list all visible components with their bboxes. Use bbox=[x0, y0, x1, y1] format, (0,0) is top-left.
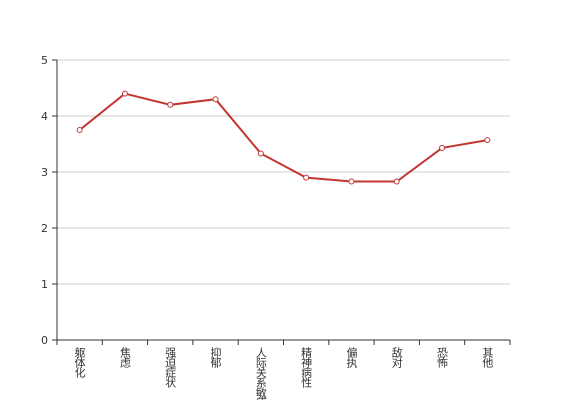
x-tick-label: 恐怖 bbox=[436, 347, 449, 368]
point bbox=[439, 144, 446, 151]
y-tick-label: 5 bbox=[41, 54, 48, 67]
x-tick-label: 偏执 bbox=[345, 346, 358, 369]
x-tick-label: 精神病性 bbox=[300, 347, 313, 389]
y-tick-label: 2 bbox=[41, 222, 48, 235]
y-tick-label: 3 bbox=[41, 166, 48, 179]
point bbox=[212, 96, 219, 103]
y-tick-label: 4 bbox=[41, 110, 48, 123]
point bbox=[393, 178, 400, 185]
point bbox=[257, 150, 264, 157]
x-tick-label: 焦虑 bbox=[118, 347, 131, 368]
point bbox=[121, 90, 128, 97]
y-tick-label: 1 bbox=[41, 278, 48, 291]
line bbox=[79, 92, 488, 183]
point bbox=[348, 178, 355, 185]
y-tick-label: 0 bbox=[41, 334, 48, 347]
point bbox=[484, 137, 491, 144]
x-tick-label: 抑郁 bbox=[209, 346, 222, 368]
point bbox=[167, 101, 174, 108]
x-tick-label: 人际关系敏感 bbox=[254, 347, 267, 400]
x-tick-label: 其他 bbox=[481, 347, 494, 368]
point bbox=[76, 127, 83, 133]
x-tick-label: 敌对 bbox=[390, 346, 403, 368]
point bbox=[303, 174, 310, 181]
x-tick-label: 强迫症状 bbox=[164, 347, 177, 388]
x-tick-label: 躯体化 bbox=[73, 347, 86, 379]
